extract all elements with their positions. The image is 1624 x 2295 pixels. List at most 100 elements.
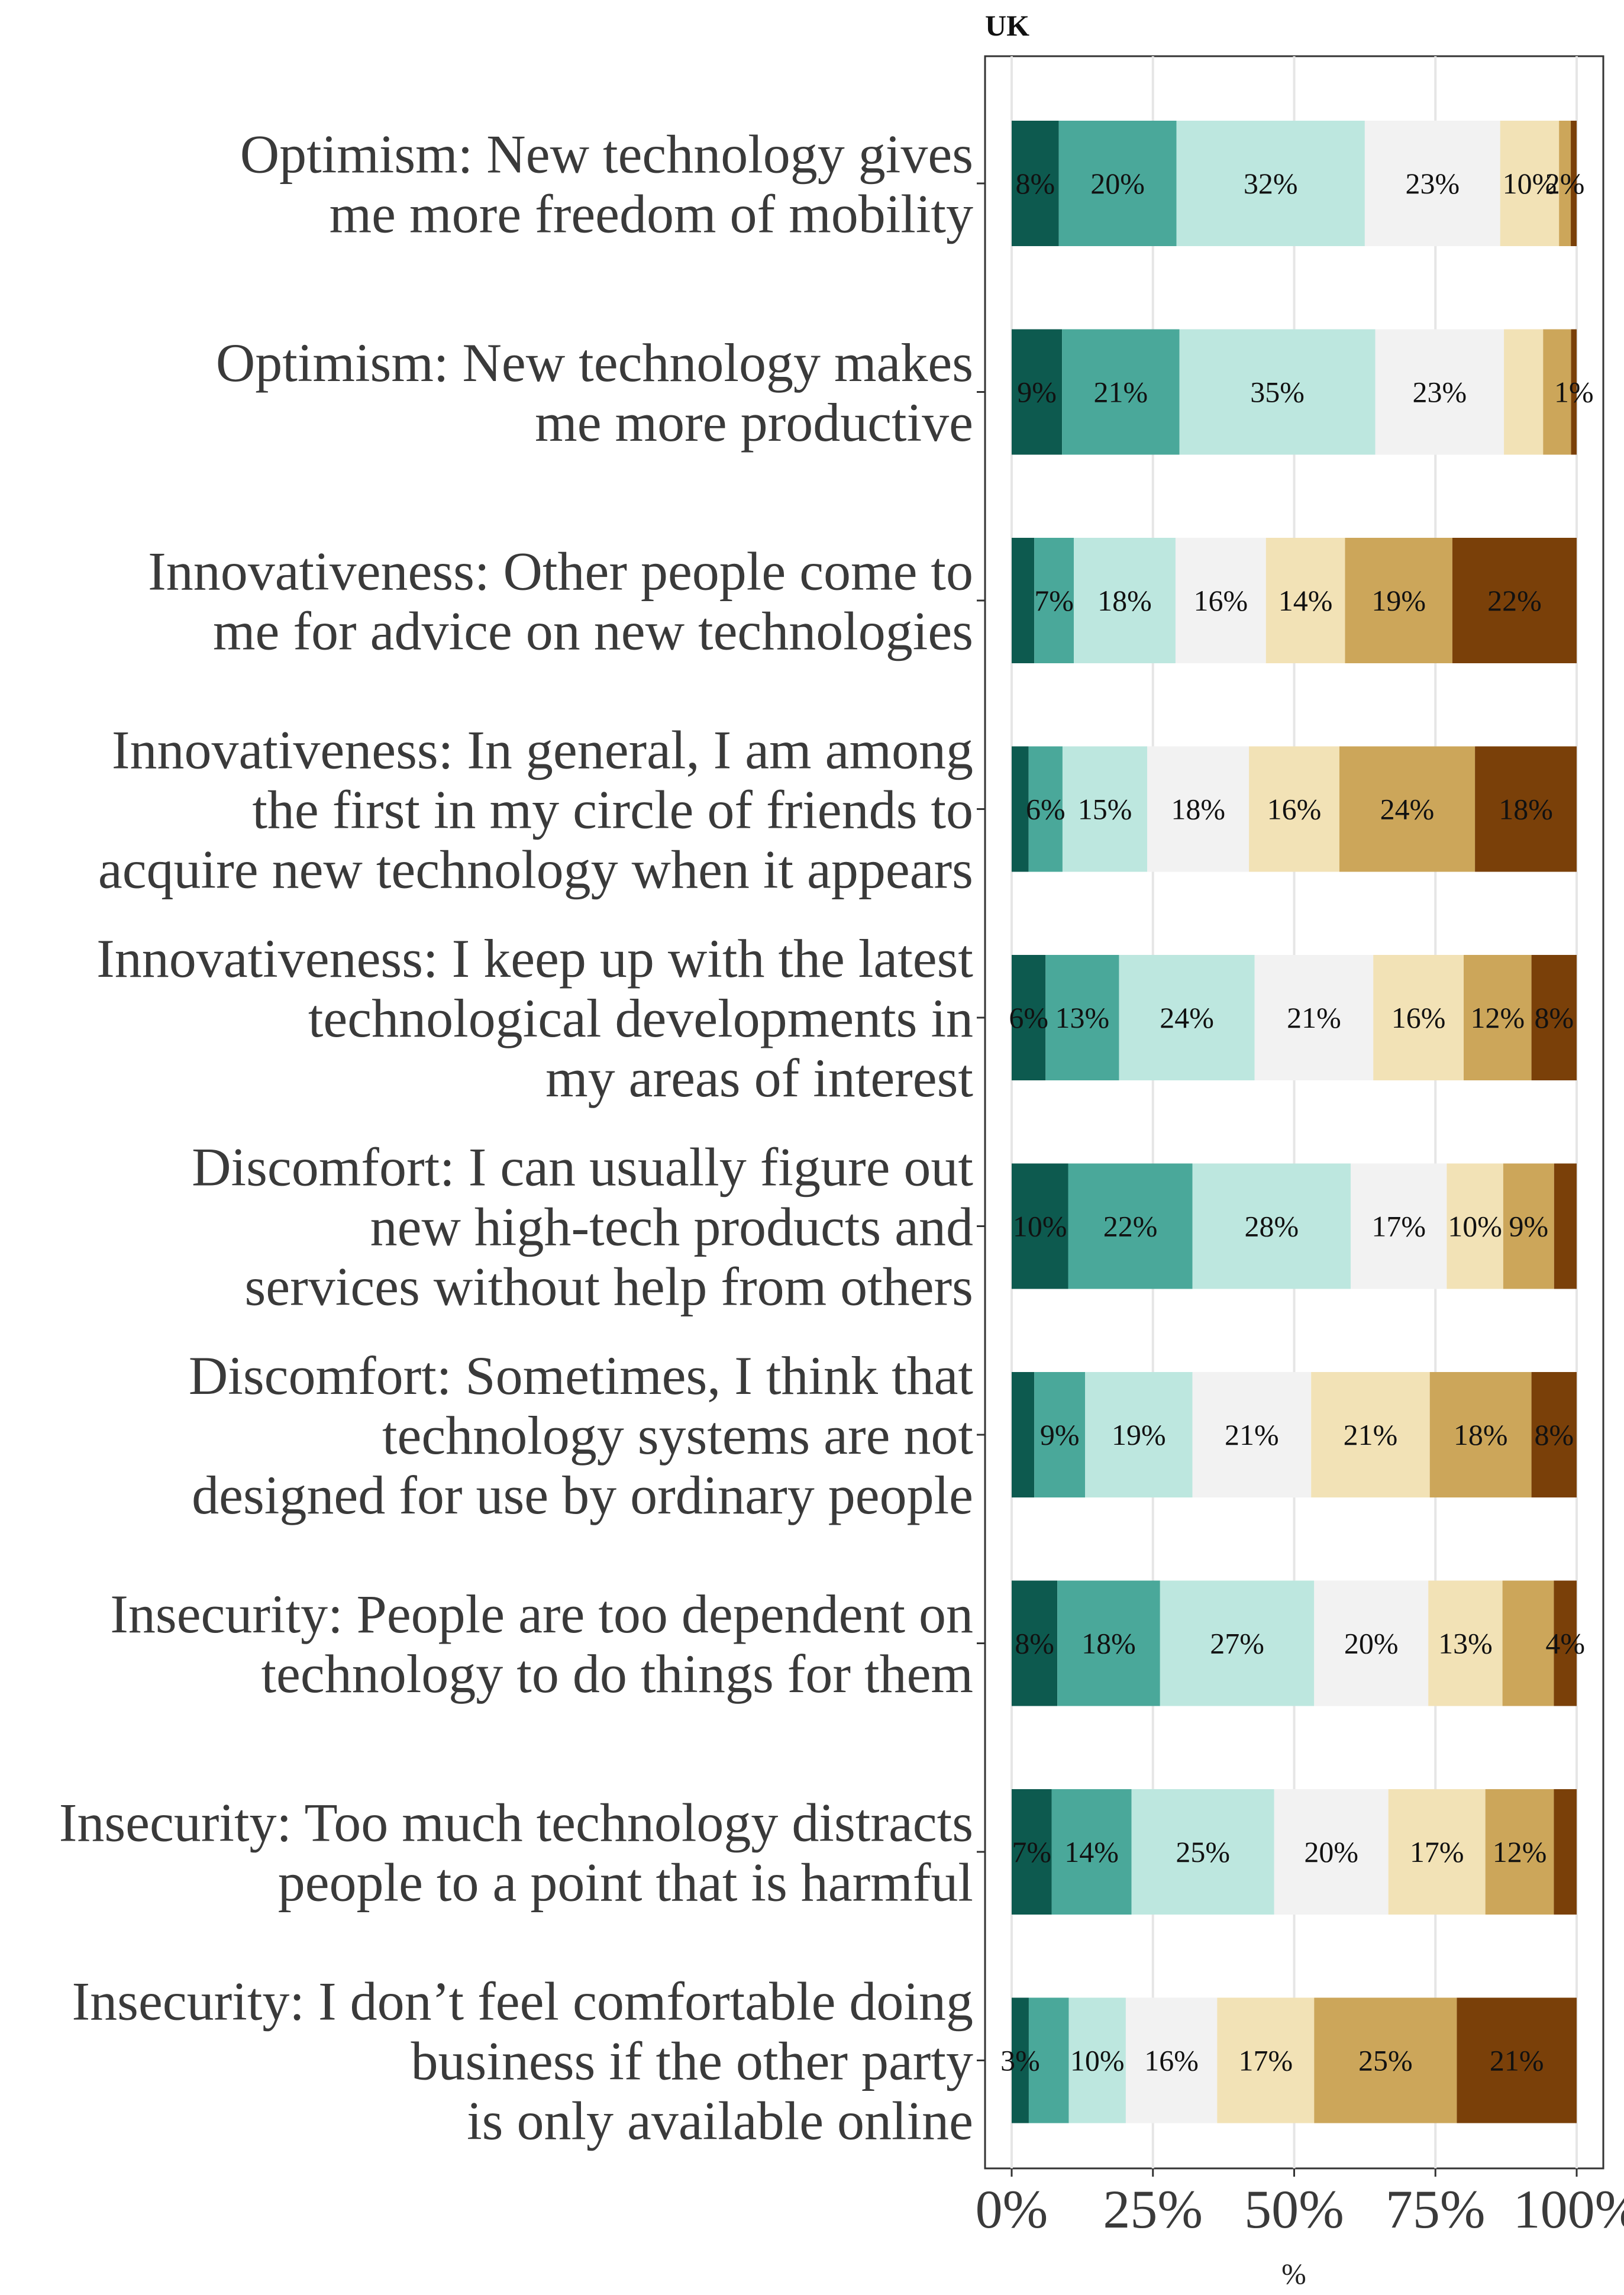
bar-segment [1074, 538, 1176, 663]
bar-segment [1192, 1163, 1351, 1289]
data-label: 13% [1438, 1627, 1493, 1660]
x-tick-label: 25% [1103, 2179, 1203, 2239]
data-label: 9% [1017, 376, 1057, 409]
bar-segment [1364, 121, 1500, 246]
bar-segment [1249, 746, 1339, 872]
bar-segment [1503, 1163, 1554, 1289]
x-tick-label: 0% [976, 2179, 1048, 2239]
data-label: 3% [1000, 2044, 1040, 2077]
bar-segment [1543, 329, 1571, 455]
data-label: 21% [1287, 1001, 1341, 1034]
data-label: 32% [1244, 167, 1298, 200]
data-label: 6% [1009, 1001, 1048, 1034]
data-label: 20% [1304, 1835, 1358, 1868]
data-label: 9% [1509, 1210, 1548, 1243]
data-label: 12% [1470, 1001, 1525, 1034]
bar-segment [1068, 1163, 1193, 1289]
bar-segment [1062, 746, 1148, 872]
bar-segment [1217, 1997, 1315, 2123]
bar-segment [1012, 1372, 1035, 1497]
data-label: 9% [1040, 1418, 1080, 1451]
bar-segment [1179, 329, 1376, 455]
data-label: 21% [1225, 1418, 1279, 1451]
data-label: 13% [1055, 1001, 1110, 1034]
bar-segment [1339, 746, 1476, 872]
data-label: 1% [1554, 376, 1594, 409]
data-label: 14% [1064, 1835, 1119, 1868]
data-label: 20% [1090, 167, 1145, 200]
bar-segment [1345, 538, 1452, 663]
data-label: 21% [1344, 1418, 1398, 1451]
bar-segment [1311, 1372, 1430, 1497]
bar-segment [1457, 1997, 1577, 2123]
bar-segment [1034, 538, 1074, 663]
data-label: 18% [1171, 793, 1225, 826]
category-label: Innovativeness: I keep up with the lates… [96, 928, 973, 1108]
data-label: 16% [1194, 584, 1248, 617]
data-label: 10% [1503, 167, 1557, 200]
data-label: 4% [1545, 1627, 1585, 1660]
bar-segment [1375, 329, 1504, 455]
bar-segment [1012, 1789, 1052, 1915]
data-label: 18% [1081, 1627, 1136, 1660]
bar-segment [1012, 1997, 1029, 2123]
bar-segment [1265, 538, 1345, 663]
data-label: 16% [1391, 1001, 1446, 1034]
bar-segment [1314, 1580, 1429, 1706]
category-label: Discomfort: I can usually figure out new … [192, 1137, 973, 1317]
x-axis: 0% 25% 50% 75% 100% [976, 2168, 1624, 2239]
bar-segment [1554, 1163, 1577, 1289]
bar-segment [1554, 1580, 1577, 1706]
data-label: 10% [1013, 1210, 1067, 1243]
data-label: 17% [1371, 1210, 1426, 1243]
bar-segment [1554, 1789, 1577, 1915]
bar-segment [1034, 1372, 1086, 1497]
data-label: 17% [1238, 2044, 1293, 2077]
bar-segment [1012, 955, 1046, 1080]
bar-segment [1274, 1789, 1389, 1915]
bar-segment [1131, 1789, 1274, 1915]
bar-segment [1012, 1163, 1068, 1289]
bar-segment [1012, 121, 1059, 246]
data-label-layer: 8% 20% 32% 23% 10%2%9% 21% 35% 23% 1%7% 18% 16% 14%… [1000, 167, 1593, 2077]
data-label: 20% [1344, 1627, 1399, 1660]
category-label: Insecurity: Too much technology distract… [59, 1793, 973, 1913]
data-label: 23% [1405, 167, 1460, 200]
data-label: 22% [1487, 584, 1542, 617]
bar-segment [1192, 1372, 1312, 1497]
bar-segment [1058, 121, 1177, 246]
data-label: 23% [1413, 376, 1467, 409]
data-label: 18% [1454, 1418, 1508, 1451]
bar-segment [1502, 1580, 1554, 1706]
bar-segment [1012, 329, 1063, 455]
bar-segment [1175, 538, 1266, 663]
category-label: Innovativeness: In general, I am among th… [98, 720, 973, 900]
x-tick-label: 100% [1513, 2179, 1624, 2239]
data-label: 8% [1015, 167, 1055, 200]
category-label: Discomfort: Sometimes, I think that techn… [189, 1345, 974, 1525]
data-label: 27% [1210, 1627, 1264, 1660]
category-label: Optimism: New technology gives me more fr… [240, 124, 973, 244]
data-label: 8% [1534, 1001, 1574, 1034]
data-label: 19% [1112, 1418, 1166, 1451]
bar-segment [1351, 1163, 1447, 1289]
bar-segment [1085, 1372, 1193, 1497]
data-label: 16% [1267, 793, 1322, 826]
data-label: 24% [1380, 793, 1435, 826]
data-label: 7% [1034, 584, 1074, 617]
bar-segment [1388, 1789, 1486, 1915]
bar-layer [1012, 121, 1577, 2123]
data-label: 21% [1490, 2044, 1544, 2077]
data-label: 8% [1015, 1627, 1054, 1660]
category-label: Insecurity: I don’t feel comfortable doi… [72, 1971, 973, 2151]
bar-segment [1571, 121, 1577, 246]
bar-segment [1057, 1580, 1160, 1706]
data-label: 25% [1176, 1835, 1230, 1868]
data-label: 24% [1160, 1001, 1214, 1034]
data-label: 17% [1410, 1835, 1464, 1868]
data-label: 28% [1244, 1210, 1299, 1243]
bar-segment [1125, 1997, 1218, 2123]
data-label: 22% [1103, 1210, 1158, 1243]
panel-title: UK [985, 9, 1029, 42]
